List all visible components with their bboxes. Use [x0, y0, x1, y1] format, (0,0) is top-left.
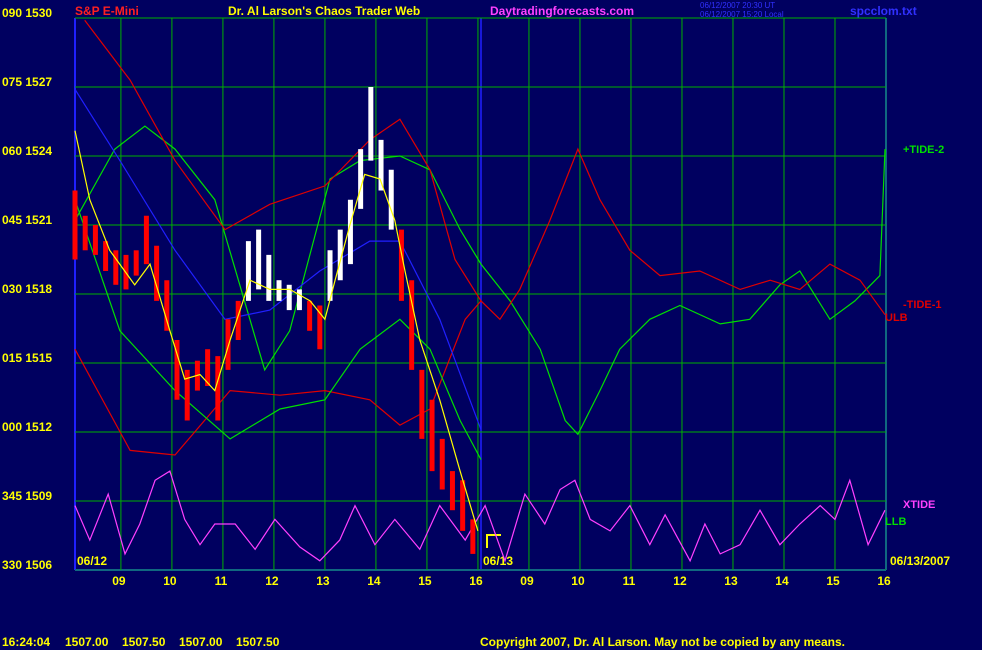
series-line [74, 125, 886, 436]
file-name: spcclom.txt [850, 4, 917, 18]
x-tick-label: 16 [877, 574, 891, 588]
legend-label: +TIDE-2 [903, 144, 944, 156]
x-tick-label: 09 [112, 574, 126, 588]
x-tick-label: 11 [215, 574, 228, 588]
chart-title: Dr. Al Larson's Chaos Trader Web [228, 4, 420, 18]
x-tick-label: 16 [469, 574, 483, 588]
y-tick-label: 045 1521 [2, 213, 52, 227]
y-tick-label: 015 1515 [2, 351, 52, 365]
x-tick-label: 14 [367, 574, 381, 588]
y-tick-label: 030 1518 [2, 282, 52, 296]
copyright: Copyright 2007, Dr. Al Larson. May not b… [480, 635, 845, 649]
legend-label: -TIDE-1 [903, 299, 942, 311]
series-line [84, 19, 482, 302]
quote-value: 1507.00 [179, 635, 223, 649]
series-line [74, 199, 482, 460]
x-tick-label: 10 [571, 574, 585, 588]
quote-value: 1507.00 [65, 635, 109, 649]
x-tick-label: 09 [520, 574, 534, 588]
timestamp: 06/12/2007 20:30 UT [700, 1, 775, 10]
legend-label: ULB [885, 312, 908, 324]
quote-value: 1507.50 [236, 635, 280, 649]
x-tick-label: 10 [163, 574, 177, 588]
x-tick-label: 13 [316, 574, 330, 588]
date-label: 06/12 [77, 554, 107, 568]
legend-label: LLB [885, 516, 906, 528]
series-line [74, 130, 479, 532]
y-tick-label: 090 1530 [2, 6, 52, 20]
date-label: 06/13/2007 [890, 554, 950, 568]
series-line [74, 470, 886, 563]
x-tick-label: 13 [724, 574, 738, 588]
series-line [74, 88, 482, 430]
instrument: S&P E-Mini [75, 4, 139, 18]
site: Daytradingforecasts.com [490, 4, 634, 18]
series-line [74, 147, 886, 456]
legend-label: XTIDE [903, 499, 935, 511]
clock: 16:24:04 [2, 635, 50, 649]
x-tick-label: 15 [826, 574, 840, 588]
y-tick-label: 060 1524 [2, 144, 52, 158]
y-tick-label: 345 1509 [2, 489, 52, 503]
timestamp: 06/12/2007 15:20 Local [700, 10, 784, 19]
y-tick-label: 075 1527 [2, 75, 52, 89]
x-tick-label: 14 [775, 574, 789, 588]
quote-value: 1507.50 [122, 635, 166, 649]
y-tick-label: 000 1512 [2, 420, 52, 434]
x-tick-label: 12 [265, 574, 279, 588]
y-tick-label: 330 1506 [2, 558, 52, 572]
x-tick-label: 11 [623, 574, 636, 588]
x-tick-label: 12 [673, 574, 687, 588]
x-tick-label: 15 [418, 574, 432, 588]
date-label: 06/13 [483, 554, 513, 568]
